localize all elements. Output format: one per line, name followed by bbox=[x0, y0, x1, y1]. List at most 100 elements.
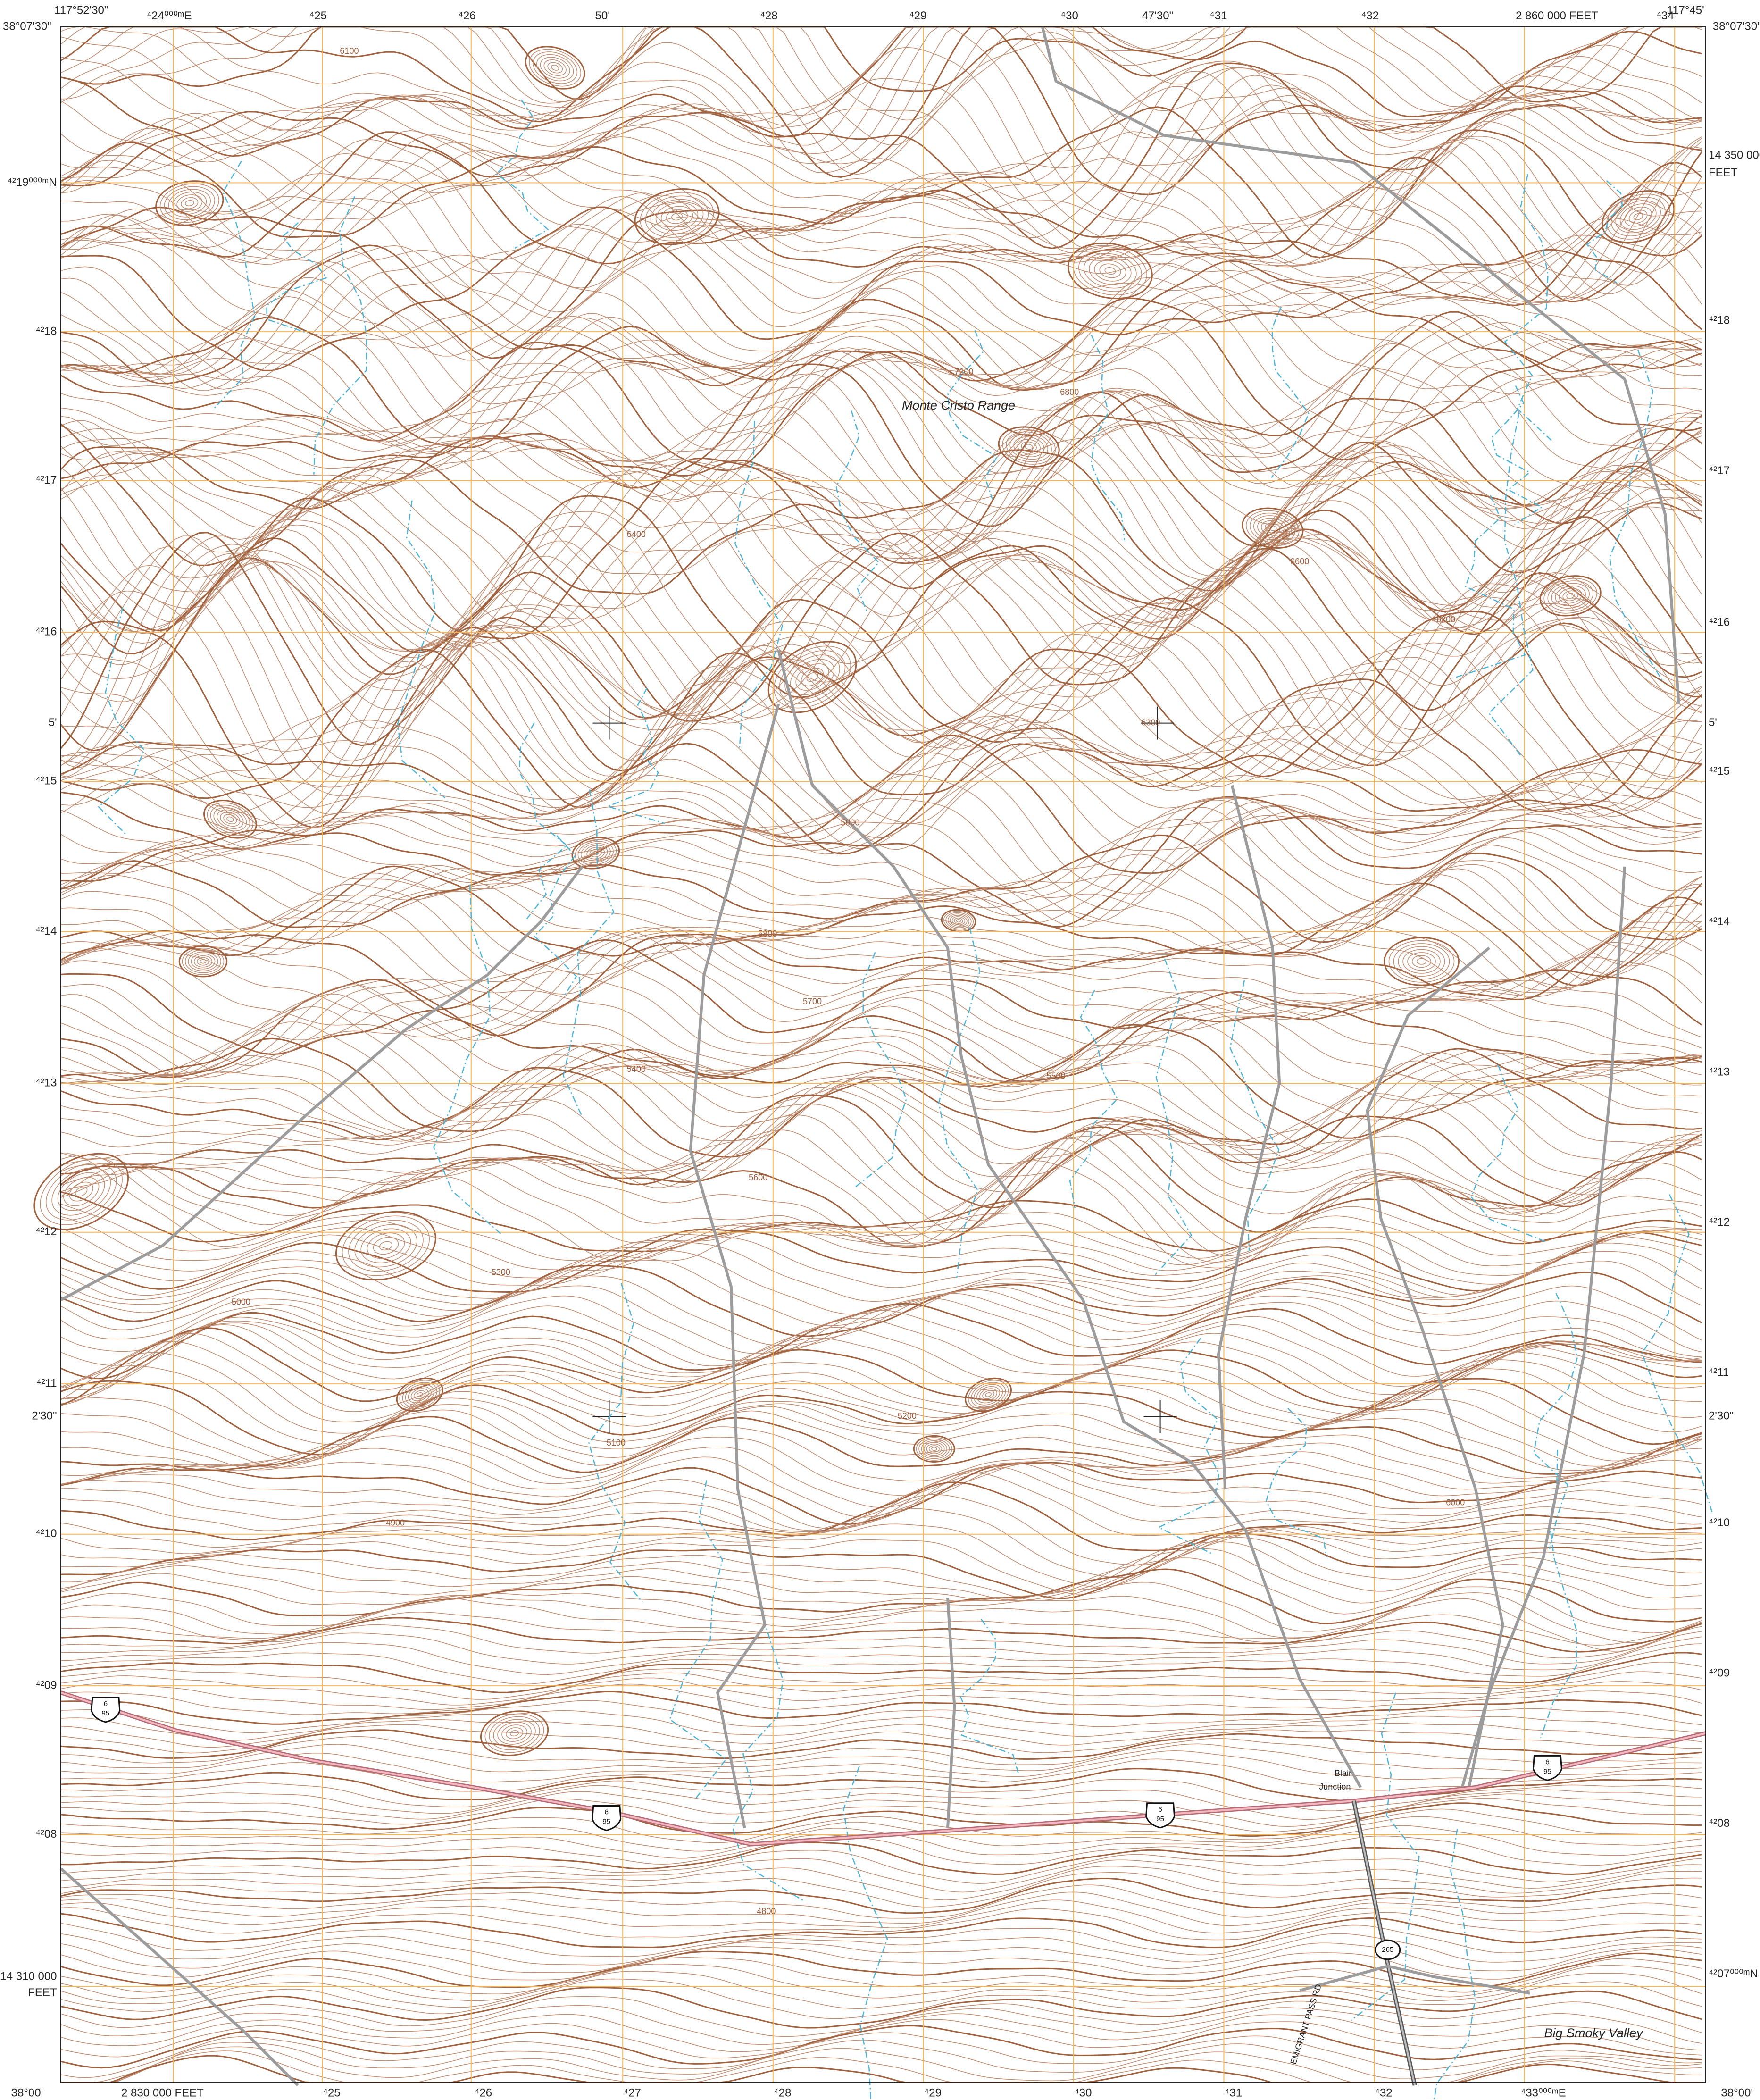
contour bbox=[931, 1447, 937, 1451]
contour-label: 5500 bbox=[1047, 1071, 1066, 1080]
right-edge-label: ⁴²14 bbox=[1709, 915, 1730, 928]
contour bbox=[60, 716, 1702, 838]
contour bbox=[61, 798, 1702, 928]
index-contour bbox=[60, 162, 1702, 359]
contour bbox=[918, 1439, 950, 1459]
contour bbox=[61, 1736, 1702, 1765]
contour bbox=[60, 1310, 1702, 1390]
contour bbox=[60, 414, 1702, 577]
contour bbox=[61, 1963, 1702, 2001]
stream bbox=[1488, 412, 1534, 757]
contour bbox=[61, 138, 1702, 313]
contour bbox=[650, 199, 704, 234]
contour bbox=[795, 663, 829, 691]
contour bbox=[61, 970, 1702, 1074]
contour bbox=[1089, 256, 1132, 285]
index-contour bbox=[60, 1950, 1702, 1988]
contour bbox=[60, 395, 1702, 562]
contour bbox=[1253, 515, 1292, 541]
bottom-edge-label: ⁴26 bbox=[475, 2086, 492, 2099]
stream bbox=[1433, 1828, 1476, 2100]
contour bbox=[61, 1834, 1702, 1866]
contour bbox=[806, 672, 818, 682]
contour bbox=[61, 1462, 1702, 1531]
contour bbox=[185, 949, 221, 973]
contour bbox=[61, 1758, 1702, 1792]
top-edge-label: ⁴29 bbox=[909, 9, 926, 22]
contour bbox=[61, 139, 1702, 303]
right-edge-label: ⁴²08 bbox=[1709, 1817, 1730, 1830]
contour bbox=[529, 49, 581, 87]
stream bbox=[562, 789, 615, 1117]
index-contour bbox=[60, 532, 1702, 766]
contour-label: 6800 bbox=[1060, 387, 1079, 397]
contour bbox=[60, 511, 1702, 710]
index-contour bbox=[480, 1710, 549, 1757]
us-route-shield bbox=[1532, 1755, 1562, 1781]
index-contour bbox=[60, 896, 1702, 1037]
contour bbox=[60, 1215, 1702, 1271]
us-route-shield bbox=[592, 1805, 622, 1832]
index-contour bbox=[60, 1327, 1702, 1410]
left-edge-label: ⁴²09 bbox=[36, 1679, 57, 1691]
right-edge-label: FEET bbox=[1709, 167, 1738, 179]
contour bbox=[950, 915, 968, 927]
contour bbox=[226, 816, 234, 822]
right-edge-label: ⁴²18 bbox=[1709, 314, 1730, 327]
contour bbox=[60, 314, 1702, 487]
top-edge-label: 2 860 000 FEET bbox=[1516, 9, 1598, 22]
contour bbox=[60, 250, 1702, 391]
contour bbox=[61, 1530, 1702, 1595]
contour bbox=[61, 1049, 1702, 1169]
contour bbox=[60, 774, 1702, 911]
stream bbox=[1265, 1407, 1327, 1557]
contour bbox=[1412, 955, 1431, 968]
state-route-marker bbox=[1375, 1940, 1401, 1960]
contour bbox=[60, 530, 1702, 728]
contour bbox=[61, 130, 1702, 300]
contour bbox=[640, 192, 714, 242]
contour bbox=[60, 245, 1702, 391]
index-contour bbox=[634, 188, 720, 245]
contour bbox=[61, 1523, 1702, 1588]
index-contour bbox=[61, 1094, 1702, 1209]
contour bbox=[61, 277, 1702, 438]
contour bbox=[61, 1153, 1702, 1269]
contour bbox=[61, 134, 1702, 294]
contour bbox=[61, 997, 1702, 1110]
index-contour bbox=[61, 206, 1702, 371]
contour bbox=[60, 47, 1702, 239]
contour bbox=[61, 1858, 1702, 1893]
contour bbox=[61, 1435, 1702, 1496]
contour-label: 6200 bbox=[1436, 615, 1455, 624]
contour bbox=[61, 1791, 1702, 1827]
index-contour bbox=[61, 1617, 1702, 1653]
unpaved-road bbox=[60, 866, 584, 1301]
contour bbox=[1633, 213, 1643, 220]
index-contour bbox=[60, 979, 1702, 1082]
contour bbox=[61, 1884, 1702, 1919]
contour bbox=[60, 26, 1702, 174]
stream bbox=[433, 884, 503, 1236]
right-edge-label: ⁴²07⁰⁰⁰ᵐN bbox=[1709, 1967, 1758, 1980]
index-contour bbox=[913, 1435, 955, 1463]
contour bbox=[547, 62, 563, 74]
contour bbox=[60, 136, 1702, 334]
contour bbox=[60, 75, 1702, 251]
contour bbox=[61, 1750, 1702, 1783]
index-contour bbox=[1068, 242, 1153, 300]
stream bbox=[1470, 1064, 1545, 1242]
contour bbox=[1407, 952, 1436, 971]
stream bbox=[1540, 1449, 1577, 1739]
contour-label: 6000 bbox=[1446, 1498, 1465, 1507]
contour bbox=[954, 918, 963, 924]
contour bbox=[61, 1043, 1702, 1164]
contour bbox=[61, 1324, 1702, 1406]
contour bbox=[60, 2005, 1702, 2045]
contour bbox=[220, 812, 241, 827]
contour bbox=[61, 548, 1702, 778]
contour-label: 5200 bbox=[898, 1411, 917, 1421]
left-edge-label: ⁴²17 bbox=[36, 474, 57, 486]
contour bbox=[976, 1386, 1001, 1404]
left-edge-label: ⁴²19⁰⁰⁰ᵐN bbox=[8, 176, 57, 189]
